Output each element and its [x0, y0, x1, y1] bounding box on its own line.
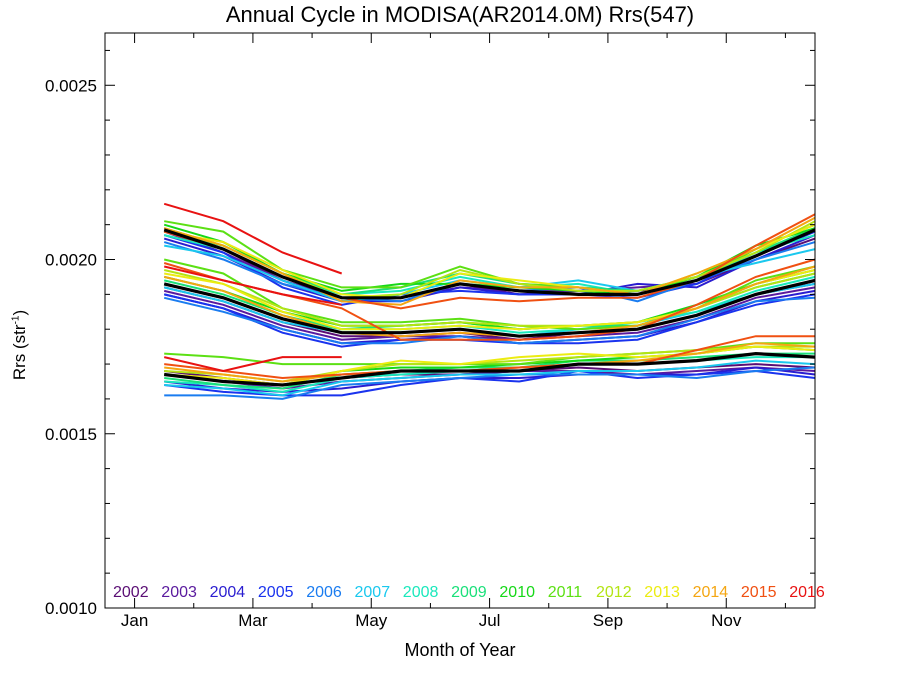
legend-item-2005: 2005: [258, 584, 294, 601]
plot-frame: [104, 32, 816, 609]
series-line-2016-group-2: [163, 265, 342, 306]
chart-title: Annual Cycle in MODISA(AR2014.0M) Rrs(54…: [225, 2, 695, 27]
legend-item-2014: 2014: [693, 584, 729, 601]
legend-item-2013: 2013: [644, 584, 680, 601]
legend-item-2008: 2008: [403, 584, 439, 601]
series-line-2005-group-1: [163, 230, 816, 306]
series-line-2015-group-3: [164, 335, 815, 380]
legend-layer: 2002 2003 2004 2005 2006 2007 2008 2009 2010 2011…: [113, 584, 825, 601]
axes-layer: 0.0010 0.0015 0.0020 0.0025 Jan Mar May Jul Sep N…: [45, 32, 816, 630]
legend-item-2006: 2006: [306, 584, 342, 601]
y-tick-label: 0.0025: [45, 76, 97, 95]
legend-item-2003: 2003: [161, 584, 197, 601]
legend-item-2011: 2011: [548, 584, 583, 601]
series-line-2014-group-2: [163, 265, 816, 338]
legend-item-2007: 2007: [355, 584, 391, 601]
series-layer: [163, 202, 816, 400]
x-tick-label: Jul: [479, 611, 501, 630]
legend-item-2009: 2009: [451, 584, 487, 601]
x-tick-label: Sep: [593, 611, 623, 630]
mean-line-group-3: [164, 351, 816, 387]
series-line-2007-group-3: [164, 359, 816, 397]
y-tick-label: 0.0010: [45, 599, 97, 618]
series-line-2005-group-2: [163, 293, 816, 348]
series-line-2016-group-1: [163, 202, 343, 275]
x-tick-label: Mar: [238, 611, 268, 630]
series-line-2006-group-3: [164, 366, 816, 400]
x-tick-label: May: [355, 611, 388, 630]
series-line-2010-group-2: [163, 269, 816, 331]
x-tick-label: Jan: [121, 611, 148, 630]
legend-item-2010: 2010: [499, 584, 535, 601]
legend-item-2012: 2012: [596, 584, 632, 601]
mean-line-group-2: [163, 278, 816, 338]
y-tick-label: 0.0015: [45, 425, 97, 444]
legend-item-2004: 2004: [210, 584, 246, 601]
series-line-2014-group-1: [163, 216, 816, 306]
legend-item-2016: 2016: [789, 584, 825, 601]
series-line-2009-group-3: [164, 352, 815, 390]
series-line-2016-group-3: [163, 356, 342, 373]
mean-layer: [163, 228, 816, 387]
legend-item-2002: 2002: [113, 584, 149, 601]
mean-line-group-1: [163, 228, 816, 300]
x-tick-label: Nov: [711, 611, 742, 630]
x-axis-label: Month of Year: [404, 640, 516, 660]
y-tick-label: 0.0020: [45, 251, 97, 270]
legend-item-2015: 2015: [741, 584, 777, 601]
